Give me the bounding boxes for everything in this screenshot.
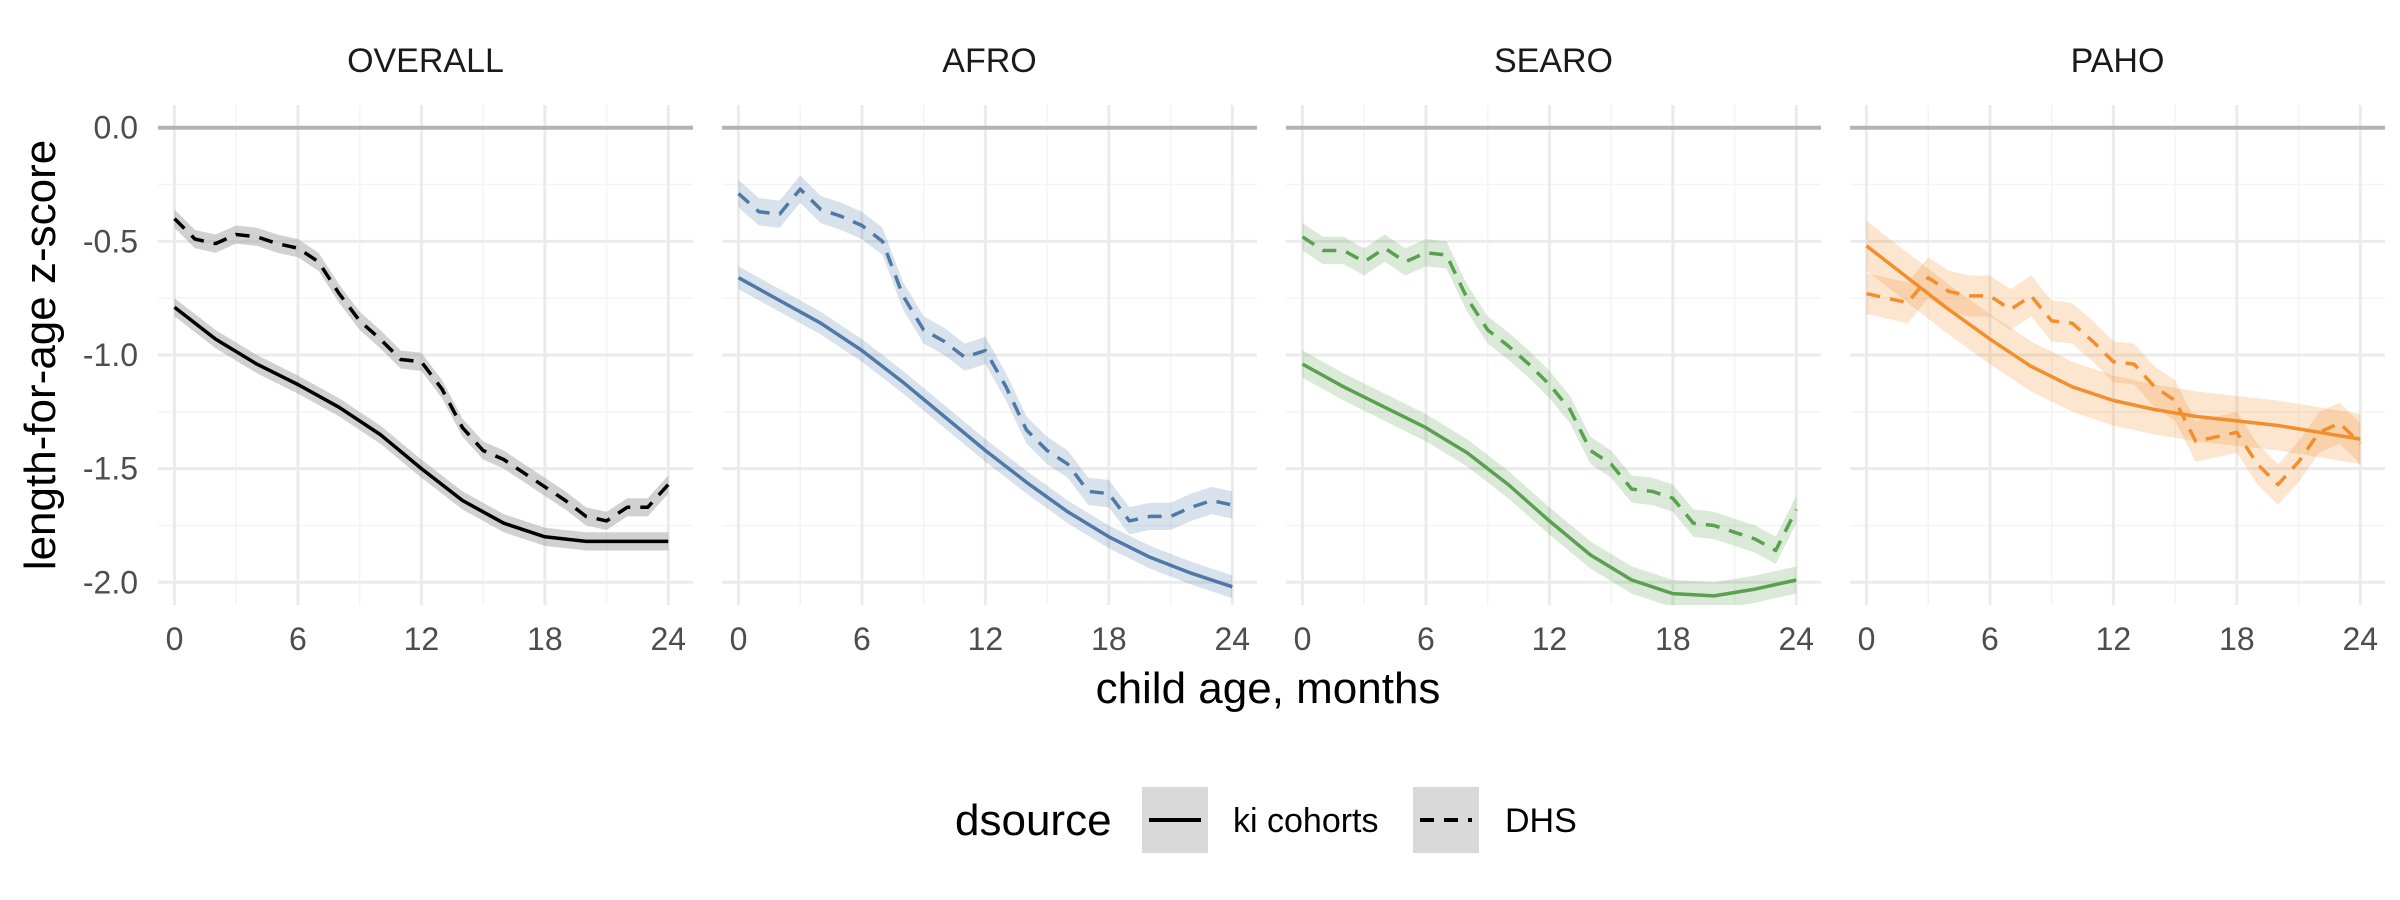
x-tick-label: 12 [2096,621,2132,657]
y-axis-title: length-for-age z-score [16,140,65,570]
series-line-ki-cohorts [1301,362,1797,598]
x-tick-label: 6 [289,621,307,657]
legend-label-ki-cohorts: ki cohorts [1233,802,1379,840]
panel-paho: PAHO 0 6 12 18 24 [1850,42,2385,657]
x-tick-label: 24 [651,621,687,657]
panel-overall: OVERALL 0 6 12 18 24 0.0 -0.5 -1.0 -1.5 -2.0 [83,42,693,657]
legend-title: dsource [955,796,1112,845]
ci-band-dhs [174,209,669,530]
series-line-ki-cohorts [737,276,1233,589]
x-tick-label: 6 [853,621,871,657]
facet-label-searo: SEARO [1494,42,1613,80]
x-tick-label: 24 [1215,621,1251,657]
x-tick-label: 0 [166,621,184,657]
ci-band-ki-cohorts [1866,220,2361,465]
panel-data-afro [737,175,1233,599]
facet-panels: OVERALL 0 6 12 18 24 0.0 -0.5 -1.0 -1.5 -2.0 AFRO 0 6… [83,42,2385,657]
y-tick-label: -2.0 [83,564,138,600]
series-line-dhs [1866,275,2362,487]
x-tick-label: 0 [730,621,748,657]
ci-band-dhs [1866,257,2361,505]
x-tick-label: 24 [2343,621,2379,657]
panel-afro: AFRO 0 6 12 18 24 [722,42,1257,657]
panel-data-searo [1301,223,1798,605]
ci-band-ki-cohorts [1302,350,1797,605]
series-line-ki-cohorts [1865,244,2361,441]
x-tick-label: 18 [2219,621,2255,657]
series-line-dhs [1301,235,1798,553]
x-tick-label: 18 [527,621,563,657]
x-tick-label: 6 [1981,621,1999,657]
y-tick-label: 0.0 [94,110,138,146]
facet-label-overall: OVERALL [347,42,504,80]
x-tick-label: 24 [1779,621,1815,657]
series-line-dhs [737,187,1233,523]
y-tick-label: -1.0 [83,337,138,373]
x-tick-label: 0 [1858,621,1876,657]
series-line-dhs [173,217,670,523]
x-axis-title: child age, months [1096,664,1441,713]
ci-band-dhs [738,175,1233,535]
facet-label-paho: PAHO [2071,42,2165,80]
ci-band-dhs [1302,223,1797,565]
x-tick-label: 0 [1294,621,1312,657]
x-tick-label: 6 [1417,621,1435,657]
x-tick-label: 12 [968,621,1004,657]
panel-data-overall [173,209,670,551]
series-line-ki-cohorts [173,305,669,544]
y-tick-label: -1.5 [83,451,138,487]
x-tick-label: 12 [1532,621,1568,657]
x-tick-label: 18 [1655,621,1691,657]
panel-data-paho [1865,220,2362,505]
x-tick-label: 12 [404,621,440,657]
facet-label-afro: AFRO [942,42,1036,80]
x-tick-label: 18 [1091,621,1127,657]
legend-label-dhs: DHS [1505,802,1577,840]
legend: dsource ki cohorts DHS [955,787,1577,853]
panel-searo: SEARO 0 6 12 18 24 [1286,42,1821,657]
y-tick-label: -0.5 [83,223,138,259]
